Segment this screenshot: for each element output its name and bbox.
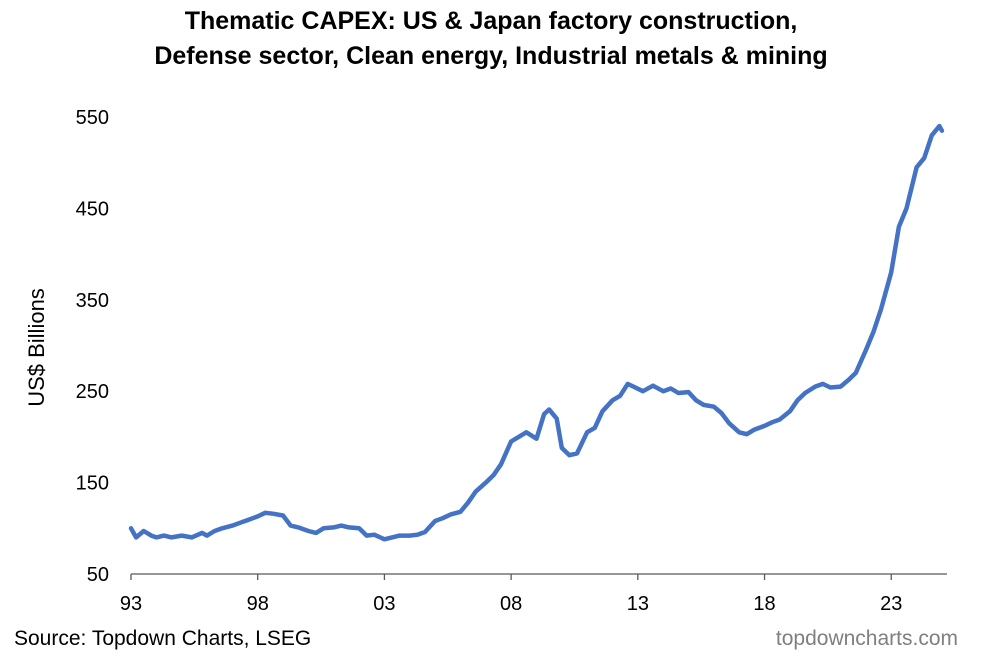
source-note: Source: Topdown Charts, LSEG [14, 627, 312, 650]
x-tick-label: 98 [247, 593, 269, 615]
x-tick-label: 18 [753, 593, 775, 615]
x-tick-label: 23 [880, 593, 902, 615]
x-tick-label: 08 [500, 593, 522, 615]
x-tick-label: 93 [120, 593, 142, 615]
y-axis-title: US$ Billions [24, 288, 49, 407]
y-tick-label: 250 [76, 381, 109, 403]
plot-area: 50 150 250 350 450 550 93 98 03 08 13 18 23 US$ Billi… [24, 107, 947, 615]
brand-watermark: topdowncharts.com [775, 627, 958, 650]
y-tick-label: 150 [76, 473, 109, 495]
y-tick-label: 450 [76, 198, 109, 220]
chart-title-line-1: Thematic CAPEX: US & Japan factory const… [184, 7, 798, 35]
chart-title: Thematic CAPEX: US & Japan factory const… [0, 4, 982, 74]
series-line [128, 123, 945, 542]
y-tick-label: 550 [76, 107, 109, 129]
y-tick-label: 50 [87, 564, 109, 586]
chart-title-line-2: Defense sector, Clean energy, Industrial… [154, 42, 828, 70]
x-tick-label: 13 [627, 593, 649, 615]
x-tick-label: 03 [373, 593, 395, 615]
y-tick-label: 350 [76, 290, 109, 312]
